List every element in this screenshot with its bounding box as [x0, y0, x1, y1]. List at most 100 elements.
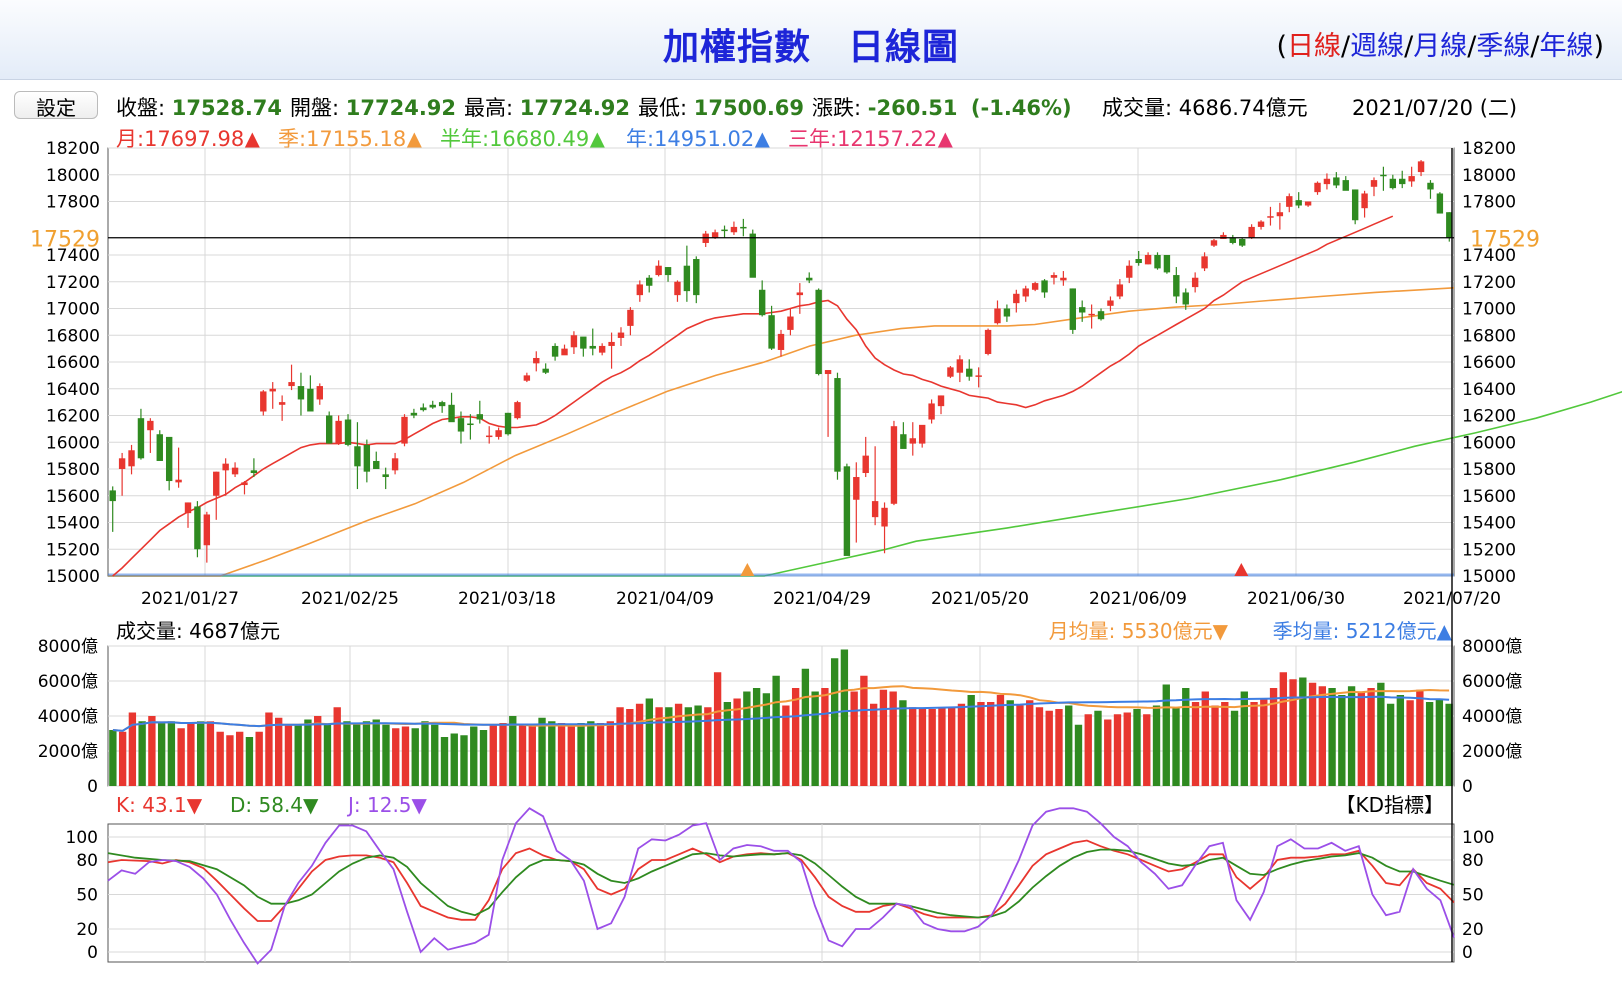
price-ytick-label-right: 17000 — [1462, 300, 1516, 320]
ma-legend-quarter: 季:17155.18▲ — [278, 127, 423, 151]
candle-body — [1436, 193, 1444, 214]
volume-bar — [177, 728, 185, 786]
volume-bar — [1279, 672, 1287, 786]
volume-ytick-label-left: 8000億 — [38, 637, 98, 657]
candle-body — [636, 284, 644, 296]
header-bar: 加權指數 日線圖 (日線/週線/月線/季線/年線) — [0, 0, 1622, 80]
period-link[interactable]: 日線 — [1287, 31, 1342, 62]
volume-bar — [1016, 705, 1024, 786]
volume-bar — [1006, 700, 1014, 786]
candle-body — [222, 463, 229, 471]
volume-bar — [187, 723, 195, 786]
period-links: 日線/週線/月線/季線/年線 — [1287, 31, 1593, 62]
candle-body — [598, 345, 606, 353]
volume-bar — [577, 723, 585, 786]
candle-body — [373, 460, 380, 469]
volume-bar — [704, 707, 712, 786]
close-label: 收盤: — [116, 96, 166, 120]
volume-bar — [665, 707, 673, 786]
candle-body — [881, 507, 888, 527]
candle-body — [1097, 311, 1105, 320]
volume-bar — [1289, 679, 1297, 786]
kd-panel-frame — [107, 823, 1455, 963]
candle-body — [401, 416, 408, 444]
open-value: 17724.92 — [345, 96, 457, 120]
candle-body — [325, 415, 333, 444]
price-ytick-label-left: 18200 — [46, 139, 100, 159]
candle-body — [1380, 174, 1387, 177]
quote-change: 漲跌: -260.51 (-1.46%) — [812, 92, 1072, 122]
volume-bar — [1113, 714, 1122, 786]
volume-bar — [128, 712, 137, 786]
price-ytick-label-left: 16000 — [46, 433, 100, 453]
volume-bar — [1308, 682, 1317, 786]
candle-body — [278, 402, 286, 405]
period-nav-close: ) — [1593, 31, 1604, 62]
candle-body — [231, 467, 239, 475]
candle-body — [937, 395, 945, 407]
volume-bar — [684, 707, 693, 786]
candle-body — [1154, 255, 1161, 269]
candle-body — [796, 292, 804, 296]
high-value: 17724.92 — [519, 96, 631, 120]
volume-bar — [762, 693, 771, 786]
candle-body — [241, 482, 248, 486]
period-link[interactable]: 年線 — [1539, 31, 1594, 62]
volume-bar — [1328, 688, 1336, 786]
volume-bar — [450, 733, 458, 786]
candle-body — [617, 332, 625, 338]
quote-high: 最高: 17724.92 — [464, 92, 630, 122]
volume-bar — [518, 724, 527, 786]
volume-legend-month: 月均量: 5530億元▼ — [1049, 619, 1229, 643]
volume-bar — [333, 707, 341, 786]
candle-body — [1210, 240, 1218, 246]
volume-bar — [752, 688, 761, 786]
volume-bar — [1035, 707, 1044, 786]
volume-bar — [1406, 700, 1414, 786]
candle-body — [947, 367, 954, 377]
period-link[interactable]: 月線 — [1413, 31, 1468, 62]
volume-bar — [1221, 702, 1229, 786]
kd-legend-k: K: 43.1▼ — [116, 793, 203, 817]
volume-bar — [811, 691, 819, 786]
candle-body — [363, 444, 371, 472]
candle-body — [589, 345, 596, 349]
settings-button[interactable]: 設定 — [14, 91, 98, 120]
volume-bar — [304, 719, 312, 786]
volume-ytick-label-left: 0 — [87, 777, 98, 797]
candle-body — [354, 446, 361, 467]
volume-bar — [772, 675, 780, 786]
candle-body — [1060, 277, 1067, 281]
kd-ytick-label-left: 0 — [87, 943, 98, 963]
volume-bar — [1026, 700, 1034, 786]
volume-bar — [460, 735, 468, 786]
volume-bar — [1445, 703, 1453, 786]
candle-body — [504, 412, 512, 435]
price-ytick-label-left: 16600 — [46, 353, 100, 373]
candle-body — [297, 386, 305, 400]
volume-bar — [1367, 688, 1375, 786]
volume-bar — [1435, 698, 1444, 786]
volume-bar — [284, 724, 293, 786]
volume-bar — [967, 695, 975, 786]
candle-body — [523, 375, 531, 381]
candle-body — [382, 474, 389, 478]
candle-body — [928, 403, 935, 420]
candle-body — [787, 316, 794, 330]
volume-bar — [860, 675, 868, 786]
candle-body — [683, 265, 691, 292]
volume-bar — [1143, 714, 1151, 786]
candle-body — [1144, 255, 1152, 265]
price-ytick-label-left: 15000 — [46, 567, 100, 587]
period-link[interactable]: 週線 — [1350, 31, 1405, 62]
volume-ytick-label-right: 4000億 — [1462, 707, 1522, 727]
period-link[interactable]: 季線 — [1476, 31, 1531, 62]
price-xtick-label: 2021/02/25 — [301, 589, 399, 609]
candle-body — [335, 420, 342, 444]
price-ytick-label-right: 15600 — [1462, 487, 1516, 507]
kd-ytick-label-right: 50 — [1462, 886, 1484, 906]
candle-body — [457, 418, 465, 432]
candle-body — [1389, 178, 1397, 189]
volume-bar — [431, 724, 439, 786]
